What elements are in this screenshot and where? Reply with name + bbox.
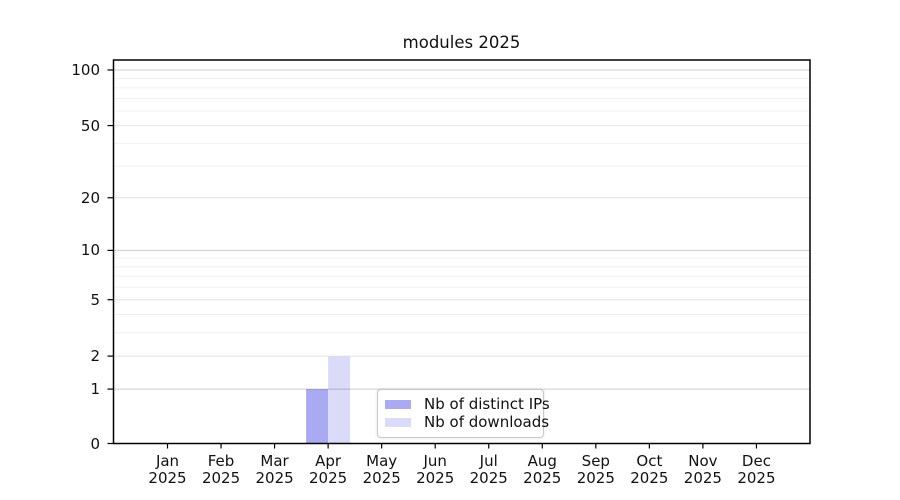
year-text: 2025 — [576, 468, 615, 487]
x-tick-label-nov: Nov 2025 — [671, 453, 735, 486]
year-text: 2025 — [201, 468, 241, 487]
month-text: Jul — [479, 452, 498, 470]
year-text: 2025 — [362, 468, 401, 487]
x-tick-label-mar: Mar 2025 — [243, 453, 307, 486]
y-tick-label-20: 20 — [80, 188, 100, 207]
legend-swatch-downloads — [385, 418, 411, 428]
legend-label-distinct-ips: Nb of distinct IPs — [424, 394, 550, 413]
y-tick-label-5: 5 — [90, 290, 100, 309]
x-tick-label-jan: Jan 2025 — [136, 453, 200, 486]
x-tick-label-apr: Apr 2025 — [296, 453, 360, 486]
x-tick-label-jun: Jun 2025 — [403, 453, 467, 486]
year-text: 2025 — [255, 468, 294, 487]
month-text: Nov — [688, 452, 718, 470]
x-tick-label-feb: Feb 2025 — [189, 453, 253, 486]
y-tick-label-50: 50 — [80, 116, 100, 135]
legend-item-downloads: Nb of downloads — [385, 414, 549, 432]
y-tick-label-1: 1 — [90, 380, 100, 399]
x-tick-label-may: May 2025 — [350, 453, 414, 486]
x-tick-label-sep: Sep 2025 — [564, 453, 628, 486]
x-tick-label-jul: Jul 2025 — [457, 453, 521, 486]
year-text: 2025 — [309, 468, 348, 487]
year-text: 2025 — [683, 468, 722, 487]
legend-swatch-distinct-ips — [385, 399, 411, 409]
bar-apr-series0 — [306, 389, 329, 444]
month-text: Sep — [581, 452, 610, 470]
plot-border — [112, 59, 811, 445]
year-text: 2025 — [737, 468, 776, 487]
chart-title: modules 2025 — [402, 33, 521, 52]
month-text: Apr — [315, 452, 342, 470]
year-text: 2025 — [469, 468, 508, 487]
month-text: Aug — [527, 452, 557, 470]
month-text: Jan — [155, 452, 180, 470]
legend-label-downloads: Nb of downloads — [424, 413, 550, 432]
x-tick-label-oct: Oct 2025 — [617, 453, 681, 486]
y-tick-label-10: 10 — [80, 241, 100, 260]
y-tick-label-2: 2 — [90, 347, 100, 366]
month-text: Jun — [423, 452, 447, 470]
month-text: Mar — [260, 452, 289, 470]
legend: Nb of distinct IPs Nb of downloads — [377, 389, 550, 438]
y-tick-label-100: 100 — [71, 60, 100, 79]
x-tick-label-dec: Dec 2025 — [724, 453, 788, 486]
bar-apr-series1 — [328, 356, 351, 444]
month-text: Oct — [636, 452, 663, 470]
year-text: 2025 — [523, 468, 562, 487]
x-tick-label-aug: Aug 2025 — [510, 453, 574, 486]
year-text: 2025 — [630, 468, 669, 487]
year-text: 2025 — [416, 468, 455, 487]
month-text: May — [366, 452, 398, 470]
y-tick-label-0: 0 — [90, 434, 100, 453]
legend-item-distinct-ips: Nb of distinct IPs — [385, 395, 550, 413]
month-text: Dec — [741, 452, 771, 470]
month-text: Feb — [207, 452, 235, 470]
year-text: 2025 — [148, 468, 187, 487]
